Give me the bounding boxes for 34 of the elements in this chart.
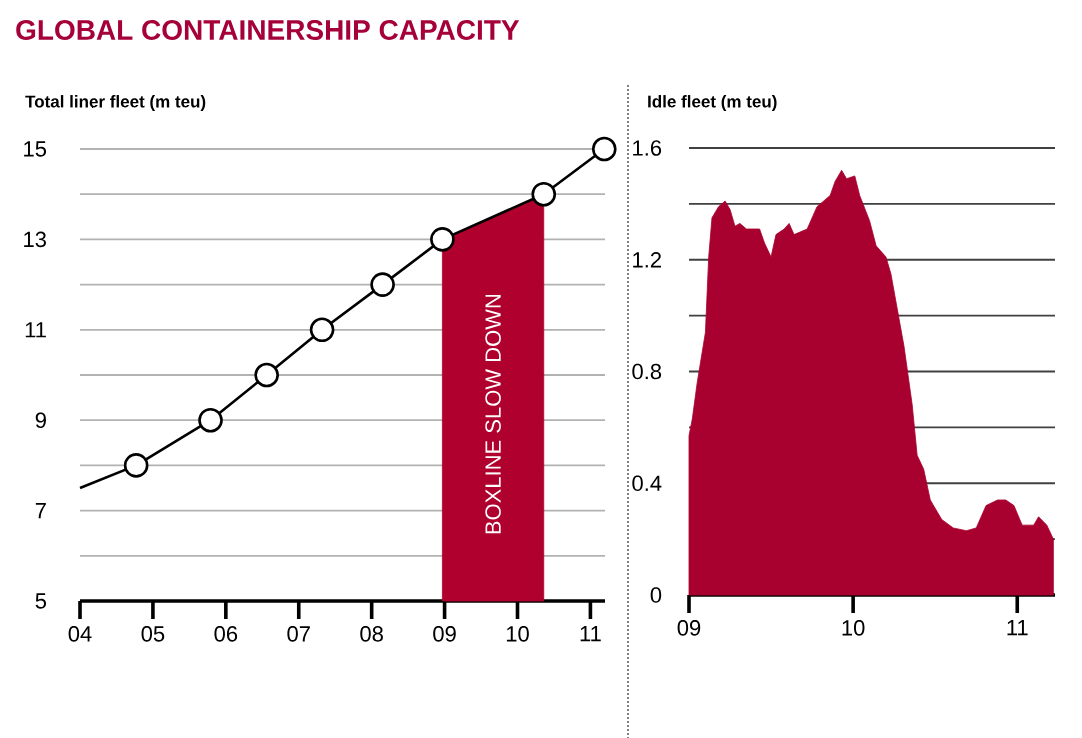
point: [198, 407, 223, 433]
point: [254, 362, 279, 388]
y-tick-label: 1.2: [633, 252, 661, 268]
y-tick-label: 0.8: [632, 363, 662, 380]
x-tick-label: 09: [433, 626, 456, 642]
y-tick-label: 7: [35, 503, 46, 519]
chart-title: GLOBAL CONTAINERSHIP CAPACITY: [16, 20, 520, 40]
y-axis-title: Idle fleet (m teu): [648, 95, 777, 111]
y-tick-label: 13: [24, 231, 46, 248]
y-tick-label: 0: [650, 587, 662, 603]
point: [123, 453, 149, 478]
x-tick-label: 04: [68, 626, 92, 642]
point: [309, 317, 335, 343]
x-tick-label: 07: [287, 626, 310, 642]
point: [591, 136, 617, 162]
y-tick-label: 1.6: [633, 140, 662, 156]
x-tick-label: 05: [141, 626, 165, 642]
y-tick-label: 5: [35, 593, 47, 609]
point: [430, 227, 455, 252]
y-tick-label: 15: [24, 141, 47, 157]
x-tick-label: 11: [1007, 620, 1028, 636]
y-axis-title: Total liner fleet (m teu): [25, 95, 206, 111]
y-tick-label: 11: [25, 322, 46, 338]
x-tick-label: 11: [580, 626, 601, 642]
x-tick-label: 08: [360, 626, 383, 642]
x-tick-label: 06: [214, 626, 238, 642]
x-tick-label: 09: [677, 620, 701, 636]
y-tick-label: 9: [35, 412, 46, 428]
x-tick-label: 10: [842, 620, 865, 636]
point: [370, 272, 395, 297]
band-label: BOXLINE SLOW DOWN: [485, 294, 501, 534]
point: [531, 181, 557, 207]
x-tick-label: 10: [506, 626, 529, 642]
y-tick-label: 0.4: [632, 475, 662, 492]
